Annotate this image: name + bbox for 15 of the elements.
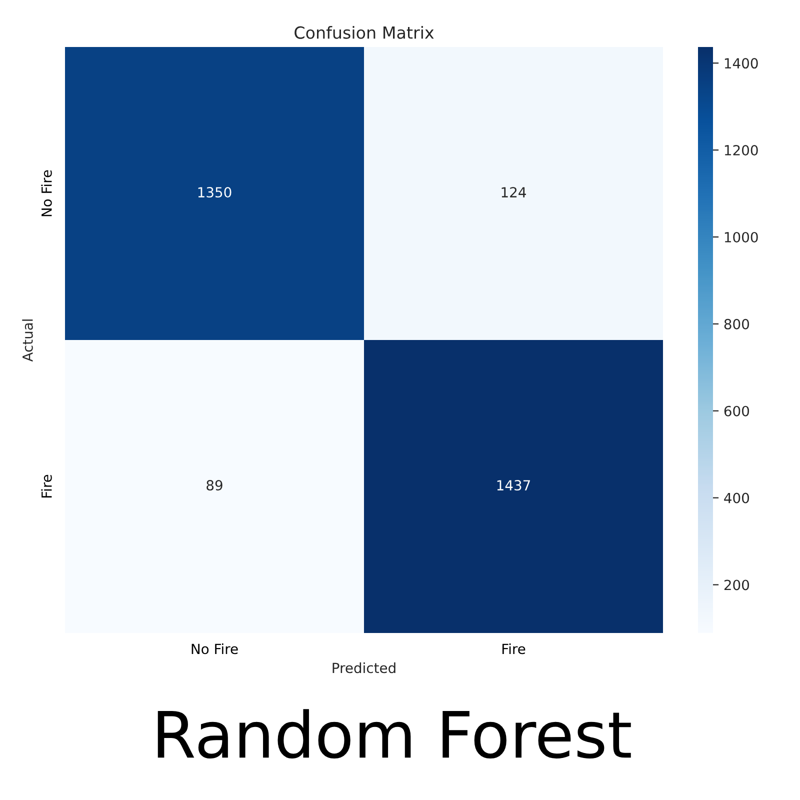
- color-bar-label: 600: [724, 406, 750, 416]
- data-label: 124: [502, 187, 526, 198]
- color-bar-label: 1000: [724, 232, 758, 242]
- color-bar-label: 800: [724, 318, 750, 330]
- data-label: 1350: [198, 187, 232, 198]
- color-bar-label: 1400: [724, 58, 758, 69]
- data-label: 1437: [497, 480, 530, 491]
- text: Random Forest: [158, 709, 631, 759]
- color-bar-label: 200: [724, 580, 750, 590]
- y-axis-title: Actual: [22, 320, 33, 362]
- color-bar-label: 1200: [724, 144, 758, 156]
- chart-title: Confusion Matrix: [294, 26, 434, 39]
- data-label: 89: [206, 480, 222, 491]
- x-axis-title: Predicted: [332, 662, 396, 674]
- color-bar-label: 400: [724, 492, 750, 504]
